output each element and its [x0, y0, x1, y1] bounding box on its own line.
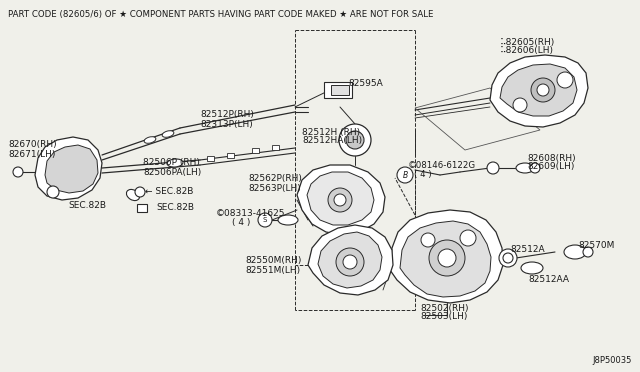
Ellipse shape — [521, 262, 543, 274]
Text: 82671(LH): 82671(LH) — [8, 150, 56, 158]
Polygon shape — [307, 172, 374, 225]
Text: 82512P(RH): 82512P(RH) — [200, 110, 254, 119]
Circle shape — [438, 249, 456, 267]
Text: 82595A: 82595A — [348, 78, 383, 87]
Bar — [227, 153, 234, 157]
Bar — [324, 82, 352, 98]
Circle shape — [334, 194, 346, 206]
Circle shape — [499, 249, 517, 267]
Circle shape — [343, 255, 357, 269]
Text: ©08146-6122G: ©08146-6122G — [408, 160, 476, 170]
Text: 82608(RH): 82608(RH) — [527, 154, 575, 163]
Text: 82609(LH): 82609(LH) — [527, 163, 574, 171]
Text: 82313P(LH): 82313P(LH) — [200, 119, 253, 128]
Circle shape — [583, 247, 593, 257]
Text: 82506P (RH): 82506P (RH) — [143, 158, 200, 167]
Text: 82550M(RH): 82550M(RH) — [245, 256, 301, 264]
Circle shape — [531, 78, 555, 102]
Text: 82551M(LH): 82551M(LH) — [245, 266, 300, 275]
Circle shape — [397, 167, 413, 183]
Text: ⠥82606(LH): ⠥82606(LH) — [500, 46, 554, 55]
Polygon shape — [297, 165, 385, 235]
Text: 82570M: 82570M — [578, 241, 614, 250]
Text: 82512H (RH): 82512H (RH) — [302, 128, 360, 137]
Circle shape — [339, 124, 371, 156]
Circle shape — [557, 72, 573, 88]
Bar — [137, 204, 147, 212]
Text: 82512HA(LH): 82512HA(LH) — [302, 137, 362, 145]
Bar — [252, 148, 259, 153]
Text: 82563P(LH): 82563P(LH) — [248, 183, 301, 192]
Circle shape — [503, 253, 513, 263]
Text: PART CODE (82605/6) OF ★ COMPONENT PARTS HAVING PART CODE MAKED ★ ARE NOT FOR SA: PART CODE (82605/6) OF ★ COMPONENT PARTS… — [8, 10, 433, 19]
Ellipse shape — [278, 215, 298, 225]
Text: ⠥82605(RH): ⠥82605(RH) — [500, 38, 556, 46]
Circle shape — [487, 162, 499, 174]
Ellipse shape — [127, 189, 140, 201]
Circle shape — [258, 213, 272, 227]
Circle shape — [429, 240, 465, 276]
Polygon shape — [490, 55, 588, 127]
Polygon shape — [500, 64, 577, 116]
Text: ©08313-41625: ©08313-41625 — [216, 208, 285, 218]
Polygon shape — [308, 225, 393, 295]
Circle shape — [537, 84, 549, 96]
Ellipse shape — [564, 245, 586, 259]
Text: 82562P(RH): 82562P(RH) — [248, 173, 302, 183]
Text: 82506PA(LH): 82506PA(LH) — [143, 167, 201, 176]
Polygon shape — [35, 137, 102, 200]
Ellipse shape — [162, 131, 174, 137]
Polygon shape — [318, 232, 382, 288]
Ellipse shape — [516, 163, 534, 173]
Text: ( 4 ): ( 4 ) — [414, 170, 431, 179]
Text: 82512A: 82512A — [510, 246, 545, 254]
Circle shape — [328, 188, 352, 212]
Ellipse shape — [144, 137, 156, 143]
Text: S: S — [263, 217, 267, 223]
Text: ( 4 ): ( 4 ) — [232, 218, 250, 227]
Bar — [331, 85, 349, 95]
Bar — [207, 155, 214, 160]
Circle shape — [346, 131, 364, 149]
Text: 82502(RH): 82502(RH) — [420, 304, 468, 312]
Text: ← SEC.82B: ← SEC.82B — [145, 187, 193, 196]
Circle shape — [13, 167, 23, 177]
Circle shape — [513, 98, 527, 112]
Circle shape — [530, 163, 540, 173]
Text: 82512AA: 82512AA — [528, 275, 569, 283]
Bar — [271, 144, 278, 150]
Polygon shape — [390, 210, 503, 303]
Polygon shape — [45, 145, 98, 193]
Text: B: B — [403, 170, 408, 180]
Circle shape — [421, 233, 435, 247]
Circle shape — [47, 186, 59, 198]
Ellipse shape — [167, 159, 183, 167]
Circle shape — [460, 230, 476, 246]
Text: 82670(RH): 82670(RH) — [8, 141, 56, 150]
Text: J8P50035: J8P50035 — [593, 356, 632, 365]
Circle shape — [135, 187, 145, 197]
Circle shape — [336, 248, 364, 276]
Text: SEC.82B: SEC.82B — [156, 203, 194, 212]
Polygon shape — [400, 221, 491, 297]
Text: SEC.82B: SEC.82B — [68, 201, 106, 209]
Text: 82503(LH): 82503(LH) — [420, 312, 467, 321]
